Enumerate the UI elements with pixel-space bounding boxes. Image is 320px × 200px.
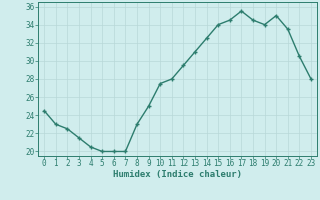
X-axis label: Humidex (Indice chaleur): Humidex (Indice chaleur): [113, 170, 242, 179]
